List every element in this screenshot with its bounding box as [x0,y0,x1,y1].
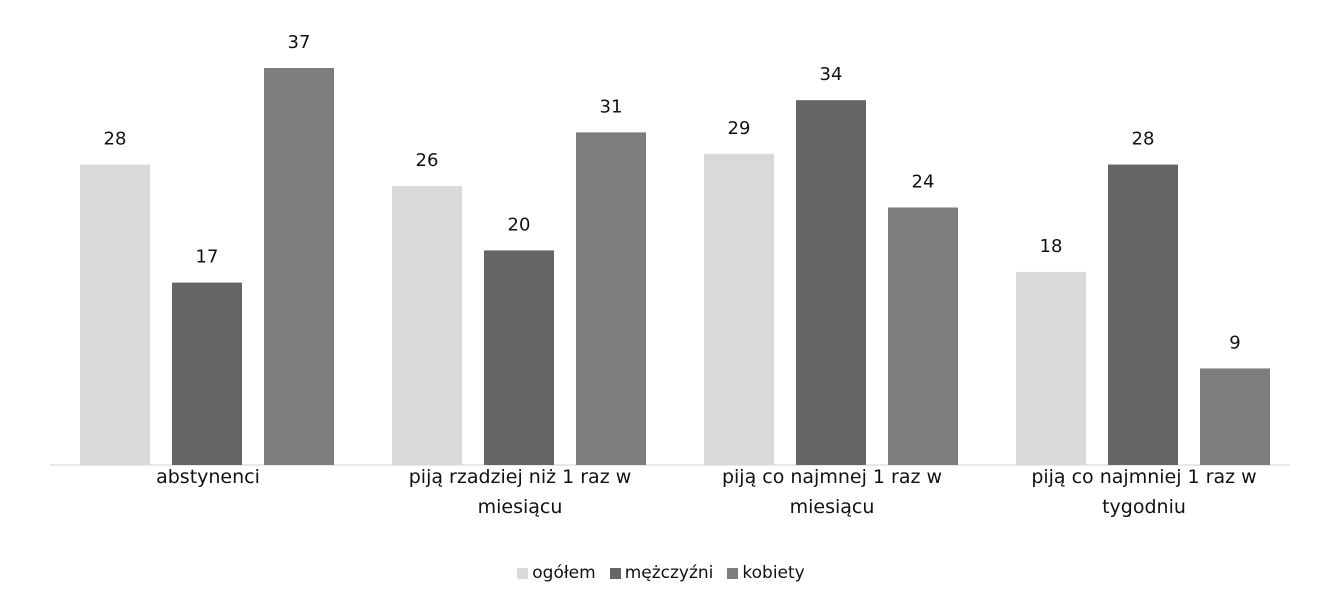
data-label: 31 [600,96,623,117]
x-tick-label: abstynenci [156,466,260,488]
x-tick-label: piją rzadziej niż 1 raz w miesiącu [408,466,632,518]
data-label: 9 [1229,332,1240,353]
bar [704,153,774,466]
legend-swatch [727,567,739,579]
bar [392,186,462,465]
legend-label: ogółem [532,563,596,583]
bar [576,132,646,466]
data-label: 20 [508,214,531,235]
bar [264,68,334,465]
legend: ogółem mężczyźni kobiety [0,563,1322,583]
bar [888,207,958,465]
bar [796,100,866,466]
legend-label: mężczyźni [624,563,714,583]
bar [80,164,150,465]
legend-label: kobiety [742,563,805,583]
x-tick-label: piją co najmniej 1 raz w tygodniu [1031,466,1257,518]
legend-swatch [609,567,621,579]
data-label: 28 [104,129,127,150]
data-label: 18 [1040,236,1063,257]
bar [172,282,242,465]
data-label: 17 [196,247,219,268]
bar [1108,164,1178,465]
bar [1200,368,1270,465]
bar [484,250,554,465]
data-label: 34 [820,64,843,85]
bar [1016,271,1086,465]
data-label: 26 [416,150,439,171]
legend-item: mężczyźni [609,563,714,583]
data-label: 24 [912,171,935,192]
legend-item: kobiety [727,563,805,583]
data-label: 29 [728,118,751,139]
data-label: 28 [1132,129,1155,150]
data-label: 37 [288,32,311,53]
legend-item: ogółem [517,563,596,583]
legend-swatch [517,567,529,579]
x-tick-label: piją co najmnej 1 raz w miesiącu [721,466,943,518]
